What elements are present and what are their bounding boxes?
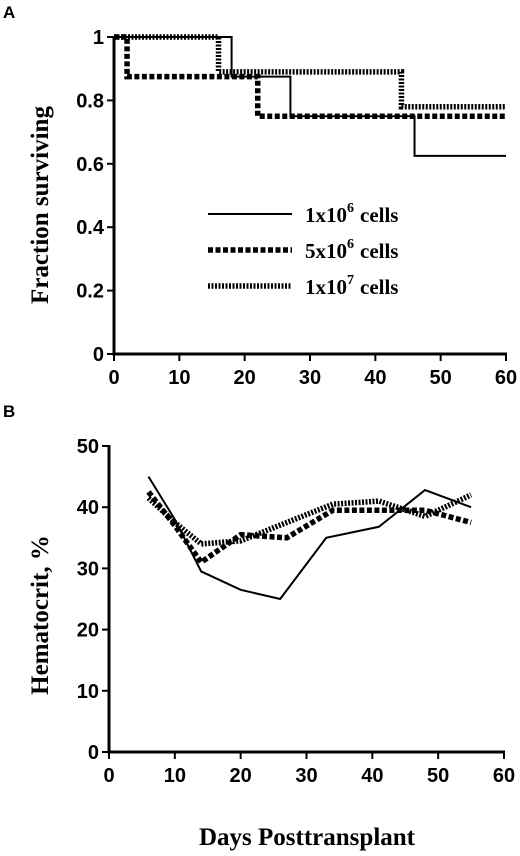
panel-b-label: B (3, 402, 15, 421)
panel-a-x-tick-label-50: 50 (430, 367, 452, 389)
panel-a-x-tick-label-40: 40 (364, 367, 386, 389)
panel-a-x-tick-label-60: 60 (495, 367, 517, 389)
panel-a-x-tick-label-10: 10 (168, 367, 190, 389)
panel-a-series-line-1 (114, 36, 506, 157)
panel-a-y-tick-label-4: 0.8 (76, 90, 104, 112)
panel-a-survival-chart: A Fraction surviving 0 10 20 30 40 50 60 0 0.2 0.… (3, 3, 517, 389)
panel-b-y-tick-label-5: 50 (77, 436, 99, 458)
panel-a-x-tick-label-20: 20 (234, 367, 256, 389)
panel-a-x-tick-label-30: 30 (299, 367, 321, 389)
legend-label-1: 1x106 cells (305, 201, 398, 227)
panel-a-y-tick-label-5: 1 (93, 27, 104, 49)
panel-b-y-axis-title: Hematocrit, % (27, 535, 54, 695)
panel-a-y-axis-title: Fraction surviving (27, 106, 54, 304)
panel-a-series-line-3 (114, 34, 506, 110)
legend-label-2: 5x106 cells (305, 237, 398, 263)
panel-b-x-tick-label-10: 10 (164, 765, 186, 787)
panel-b-y-tick-label-2: 20 (77, 620, 99, 642)
panel-a-series (114, 34, 506, 157)
panel-b-x-tick-label-20: 20 (230, 765, 252, 787)
panel-a-y-tick-label-1: 0.2 (76, 281, 104, 303)
panel-b-x-tick-label-0: 0 (103, 765, 114, 787)
panel-b-hematocrit-chart: B Hematocrit, % 0 10 20 30 40 50 60 0 10 20 30 40 50… (3, 402, 515, 851)
panel-b-axes (107, 445, 505, 754)
panel-a-label: A (3, 3, 15, 22)
panel-b-ticks: 0 10 20 30 40 50 60 0 10 20 30 40 50 (77, 436, 515, 787)
panel-b-x-tick-label-60: 60 (493, 765, 515, 787)
legend-label-3: 1x107 cells (305, 273, 398, 299)
panel-a-ticks: 0 10 20 30 40 50 60 0 0.2 0.4 0.6 0.8 1 (76, 27, 517, 389)
panel-b-series (146, 476, 473, 601)
panel-b-x-axis-title: Days Posttransplant (199, 824, 416, 851)
panel-b-y-tick-label-3: 30 (77, 558, 99, 580)
panel-b-y-tick-label-1: 10 (77, 681, 99, 703)
panel-a-y-tick-label-2: 0.4 (76, 217, 105, 239)
panel-b-x-tick-label-50: 50 (427, 765, 449, 787)
panel-b-x-tick-label-40: 40 (361, 765, 383, 787)
panel-a-y-tick-label-3: 0.6 (76, 154, 104, 176)
panel-b-y-tick-label-0: 0 (88, 742, 99, 764)
panel-a-x-tick-label-0: 0 (108, 367, 119, 389)
panel-a-legend: 1x106 cells 5x106 cells 1x107 cells (208, 201, 398, 299)
panel-b-series-line-1 (147, 476, 472, 601)
panel-b-series-line-3 (146, 492, 473, 547)
panel-a-axes (112, 36, 507, 356)
panel-a-y-tick-label-0: 0 (93, 344, 104, 366)
panel-b-series-line-2 (146, 490, 472, 567)
panel-b-y-tick-label-4: 40 (77, 497, 99, 519)
panel-b-x-tick-label-30: 30 (295, 765, 317, 787)
